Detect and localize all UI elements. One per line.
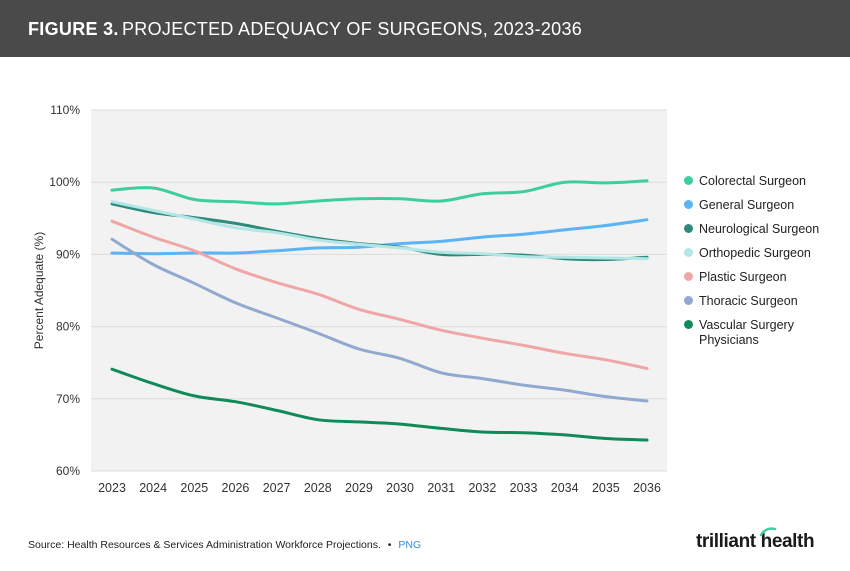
x-tick-label: 2034 bbox=[551, 481, 579, 495]
legend-label: Orthopedic Surgeon bbox=[699, 246, 811, 260]
y-axis-label: Percent Adequate (%) bbox=[32, 232, 46, 349]
series-line-vascular-surgery-physicians bbox=[110, 367, 649, 442]
series-line-orthopedic-surgeon bbox=[110, 200, 649, 261]
legend-item: Plastic Surgeon bbox=[684, 270, 844, 294]
y-tick-label: 110% bbox=[50, 103, 80, 117]
x-tick-label: 2028 bbox=[304, 481, 332, 495]
legend-marker-icon bbox=[684, 320, 693, 329]
x-tick-label: 2033 bbox=[510, 481, 538, 495]
plot-area bbox=[91, 110, 667, 471]
x-tick-label: 2030 bbox=[386, 481, 414, 495]
figure-header: FIGURE 3. PROJECTED ADEQUACY OF SURGEONS… bbox=[0, 0, 850, 57]
x-tick-label: 2036 bbox=[633, 481, 661, 495]
line-chart: 60% 70% 80% 90% 100% 110% 2023 2024 2025 2026 2027… bbox=[32, 103, 667, 495]
y-tick-label: 90% bbox=[56, 247, 80, 261]
series-line-plastic-surgeon bbox=[110, 219, 649, 370]
legend-marker-icon bbox=[684, 296, 693, 305]
y-tick-label: 60% bbox=[56, 464, 80, 478]
x-tick-label: 2035 bbox=[592, 481, 620, 495]
legend-marker-icon bbox=[684, 200, 693, 209]
legend-label: Plastic Surgeon bbox=[699, 270, 787, 284]
x-tick-label: 2026 bbox=[222, 481, 250, 495]
x-tick-label: 2029 bbox=[345, 481, 373, 495]
legend-label: General Surgeon bbox=[699, 198, 795, 212]
legend-label: Neurological Surgeon bbox=[699, 222, 820, 236]
legend-marker-icon bbox=[684, 176, 693, 185]
png-download-link[interactable]: PNG bbox=[398, 539, 422, 551]
legend-label: Vascular Surgery Physicians bbox=[699, 318, 794, 347]
legend-marker-icon bbox=[684, 224, 693, 233]
y-tick-label: 70% bbox=[56, 392, 80, 406]
legend-marker-icon bbox=[684, 248, 693, 257]
legend-item: Neurological Surgeon bbox=[684, 222, 844, 246]
legend-item: Vascular Surgery Physicians bbox=[684, 318, 844, 354]
brand-logo: trilliant health bbox=[696, 531, 815, 552]
x-tick-label: 2031 bbox=[427, 481, 455, 495]
legend-item: General Surgeon bbox=[684, 198, 844, 222]
y-tick-label: 80% bbox=[56, 320, 80, 334]
series-line-thoracic-surgeon bbox=[110, 237, 649, 403]
legend-label: Colorectal Surgeon bbox=[699, 174, 807, 188]
legend-label: Thoracic Surgeon bbox=[699, 294, 798, 308]
y-tick-label: 100% bbox=[49, 175, 80, 189]
source-footer: Source: Health Resources & Services Admi… bbox=[28, 539, 421, 551]
legend-item: Colorectal Surgeon bbox=[684, 174, 844, 198]
x-tick-label: 2027 bbox=[263, 481, 291, 495]
source-text: Source: Health Resources & Services Admi… bbox=[28, 539, 381, 551]
legend-item: Thoracic Surgeon bbox=[684, 294, 844, 318]
x-tick-label: 2024 bbox=[139, 481, 167, 495]
logo-swoosh-icon bbox=[760, 527, 776, 537]
chart-legend: Colorectal Surgeon General Surgeon Neuro… bbox=[684, 174, 844, 354]
x-tick-label: 2025 bbox=[180, 481, 208, 495]
legend-item: Orthopedic Surgeon bbox=[684, 246, 844, 270]
legend-marker-icon bbox=[684, 272, 693, 281]
series-line-colorectal-surgeon bbox=[110, 179, 649, 206]
figure-title: PROJECTED ADEQUACY OF SURGEONS, 2023-203… bbox=[122, 19, 583, 39]
x-tick-label: 2032 bbox=[468, 481, 496, 495]
separator-dot: • bbox=[387, 539, 392, 551]
x-tick-label: 2023 bbox=[98, 481, 126, 495]
figure-label: FIGURE 3. bbox=[28, 19, 119, 39]
